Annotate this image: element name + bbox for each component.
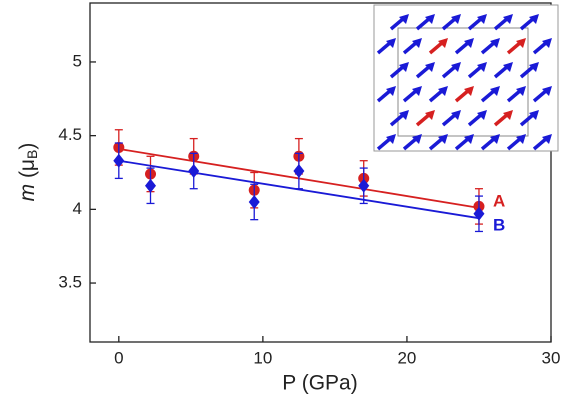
spin-arrow-head <box>516 86 526 96</box>
spin-arrow-head <box>451 14 461 24</box>
series-label: B <box>493 216 505 235</box>
y-title-close: ) <box>16 143 39 150</box>
spin-arrow-head <box>464 38 474 48</box>
data-point <box>293 164 305 179</box>
x-tick-label: 0 <box>114 348 123 367</box>
spin-arrow-head <box>438 86 448 96</box>
spin-arrow-head <box>425 110 435 120</box>
y-tick-label: 3.5 <box>58 273 82 292</box>
data-point <box>358 178 370 193</box>
spin-arrow <box>519 64 536 79</box>
spin-arrow <box>532 136 549 151</box>
spin-arrow-head <box>490 134 500 144</box>
x-tick-label: 20 <box>397 348 416 367</box>
plot-frame <box>89 2 552 343</box>
series-label: A <box>493 191 505 210</box>
spin-arrow-head <box>490 86 500 96</box>
spin-arrow-head <box>464 86 474 96</box>
spin-arrow-head <box>438 134 448 144</box>
y-tick-label: 4.5 <box>58 125 82 144</box>
y-tick-label: 5 <box>73 51 82 70</box>
spin-arrow-head <box>542 86 552 96</box>
spin-arrow-head <box>477 110 487 120</box>
spin-arrow-head <box>477 62 487 72</box>
spin-arrow-head <box>438 38 448 48</box>
fit-line <box>118 159 480 220</box>
spin-arrow <box>506 40 523 55</box>
y-title-unit: (μ <box>16 159 39 184</box>
spin-arrow <box>519 112 536 127</box>
spin-arrow-head <box>542 38 552 48</box>
data-point <box>473 206 485 221</box>
spin-arrow-head <box>529 14 539 24</box>
spin-arrow-head <box>503 62 513 72</box>
y-tick-label: 4 <box>73 199 82 218</box>
spin-arrow <box>532 40 549 55</box>
y-axis-title: m (μB) <box>16 143 40 202</box>
y-title-sub: B <box>24 150 40 159</box>
spin-arrow-head <box>451 62 461 72</box>
spin-arrow-head <box>425 14 435 24</box>
spin-arrow-head <box>529 62 539 72</box>
unit-cell <box>397 27 529 137</box>
spin-arrow-head <box>412 134 422 144</box>
spin-arrow-head <box>529 110 539 120</box>
spin-arrow-head <box>477 14 487 24</box>
spin-arrow-head <box>386 134 396 144</box>
spin-arrow-head <box>399 62 409 72</box>
spin-arrow <box>532 88 549 103</box>
inset-structure <box>373 4 559 152</box>
data-point <box>188 164 200 179</box>
spin-arrow-head <box>490 38 500 48</box>
spin-arrow-head <box>503 14 513 24</box>
x-tick-label: 10 <box>253 348 272 367</box>
spin-arrow-head <box>386 38 396 48</box>
spin-arrow-head <box>542 134 552 144</box>
spin-arrow-head <box>451 110 461 120</box>
spin-arrow-head <box>503 110 513 120</box>
data-point <box>248 194 260 209</box>
spin-arrow-head <box>412 86 422 96</box>
spin-arrow-head <box>412 38 422 48</box>
spin-arrow-head <box>399 110 409 120</box>
spin-arrow-head <box>516 38 526 48</box>
spin-arrow-head <box>464 134 474 144</box>
spin-arrow <box>506 136 523 151</box>
spin-arrow-head <box>516 134 526 144</box>
x-tick-label: 30 <box>542 348 561 367</box>
spin-arrow-head <box>425 62 435 72</box>
spin-arrow <box>506 88 523 103</box>
inset-frame <box>373 4 559 152</box>
spin-arrow-head <box>386 86 396 96</box>
spin-arrow-head <box>399 14 409 24</box>
spin-arrow <box>519 16 536 31</box>
x-axis-title: P (GPa) <box>282 372 357 395</box>
data-point <box>113 153 125 168</box>
data-point <box>145 178 157 193</box>
y-title-symbol: m <box>16 184 39 202</box>
